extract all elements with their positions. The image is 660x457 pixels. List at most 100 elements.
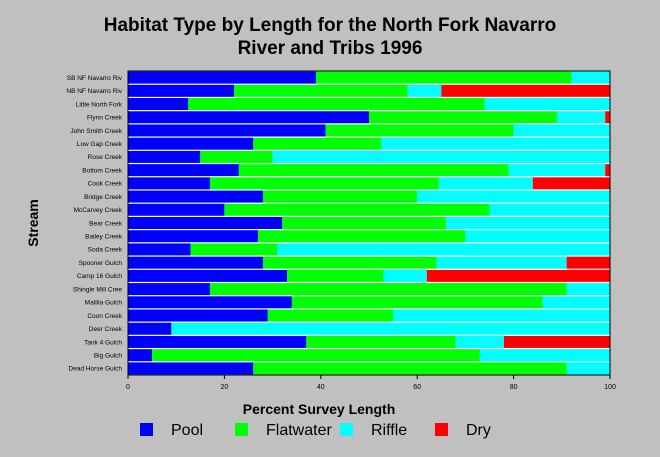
- bar-riffle: [489, 203, 610, 216]
- bar-pool: [128, 177, 210, 190]
- chart-title-line-1: Habitat Type by Length for the North For…: [103, 15, 557, 36]
- y-tick-label: Bear Creek: [89, 220, 123, 227]
- bar-flatwater: [267, 309, 394, 322]
- y-tick-label: Soda Creek: [88, 247, 123, 254]
- bar-riffle: [383, 269, 427, 282]
- y-tick-label: Bottom Creek: [82, 167, 122, 174]
- bar-riffle: [542, 296, 610, 309]
- bar-flatwater: [282, 216, 447, 230]
- bar-flatwater: [315, 71, 572, 84]
- bar-flatwater: [253, 137, 382, 150]
- bar-riffle: [407, 84, 442, 97]
- x-tick-label: 20: [221, 384, 229, 391]
- bar-flatwater: [291, 296, 543, 309]
- bar-pool: [128, 150, 201, 163]
- bar-pool: [128, 296, 292, 309]
- y-tick-label: Rose Creek: [88, 154, 123, 161]
- bar-flatwater: [262, 190, 418, 203]
- bar-flatwater: [238, 164, 509, 177]
- bar-flatwater: [306, 335, 456, 348]
- bar-riffle: [438, 177, 533, 190]
- bar-riffle: [479, 349, 610, 362]
- y-tick-label: Bailey Creek: [85, 234, 123, 241]
- y-tick-label: SB NF Navarro Riv: [67, 75, 123, 82]
- bar-riffle: [417, 190, 610, 203]
- legend-label: Dry: [466, 422, 491, 439]
- bar-pool: [128, 216, 283, 230]
- bar-dry: [426, 269, 610, 282]
- bar-pool: [128, 190, 263, 203]
- bar-pool: [128, 362, 254, 375]
- y-tick-label: Little North Fork: [76, 101, 123, 108]
- y-tick-label: Flynn Creek: [87, 115, 123, 122]
- bar-riffle: [436, 256, 567, 269]
- y-tick-label: Camp 16 Gulch: [77, 273, 123, 280]
- bar-pool: [128, 84, 235, 97]
- bar-flatwater: [253, 362, 567, 375]
- y-tick-label: Spooner Gulch: [79, 260, 123, 267]
- bar-flatwater: [234, 84, 408, 97]
- y-tick-label: McCarvey Creek: [74, 207, 123, 214]
- bar-pool: [128, 98, 189, 111]
- bar-flatwater: [200, 150, 273, 163]
- x-tick-label: 80: [510, 384, 518, 391]
- y-tick-label: Coon Creek: [87, 313, 122, 320]
- bar-dry: [532, 177, 610, 190]
- y-tick-label: Dead Horse Gulch: [69, 366, 123, 373]
- legend-swatch-pool: [140, 423, 153, 436]
- bar-riffle: [171, 322, 610, 335]
- chart-title-line-2: River and Tribs 1996: [237, 38, 423, 59]
- y-axis-label: Stream: [25, 199, 41, 246]
- legend-label: Pool: [171, 422, 204, 439]
- legend-swatch-dry: [435, 423, 448, 436]
- bar-pool: [128, 243, 191, 256]
- bar-pool: [128, 269, 288, 282]
- bar-riffle: [272, 150, 610, 163]
- bar-pool: [128, 256, 263, 269]
- bar-riffle: [508, 164, 606, 177]
- bar-pool: [128, 335, 307, 348]
- bar-pool: [128, 71, 316, 84]
- bar-flatwater: [152, 349, 480, 362]
- legend-item-dry: Dry: [435, 421, 491, 441]
- bar-pool: [128, 137, 254, 150]
- bar-riffle: [393, 309, 610, 322]
- plot-frame: [127, 70, 611, 376]
- chart-title: Habitat Type by Length for the North For…: [0, 14, 660, 60]
- y-tick-label: Mallila Gulch: [85, 300, 123, 307]
- bar-flatwater: [325, 124, 514, 137]
- bar-dry: [605, 111, 610, 124]
- legend-swatch-flatwater: [235, 423, 248, 436]
- bar-flatwater: [369, 111, 557, 124]
- bar-flatwater: [287, 269, 384, 282]
- bar-dry: [441, 84, 610, 97]
- bar-flatwater: [209, 283, 567, 296]
- bar-pool: [128, 322, 172, 335]
- bar-flatwater: [262, 256, 437, 269]
- bar-riffle: [277, 243, 610, 256]
- legend-item-flatwater: Flatwater: [235, 421, 332, 441]
- bar-pool: [128, 111, 369, 124]
- y-tick-label: Cook Creek: [88, 181, 123, 188]
- bar-flatwater: [190, 243, 278, 256]
- bar-dry: [605, 164, 610, 177]
- x-tick-label: 0: [126, 384, 130, 391]
- bar-pool: [128, 283, 210, 296]
- legend-item-pool: Pool: [140, 421, 203, 441]
- bar-riffle: [465, 230, 610, 243]
- bar-riffle: [381, 137, 610, 150]
- bar-dry: [503, 335, 610, 348]
- y-tick-label: Big Gulch: [94, 352, 123, 359]
- bar-pool: [128, 230, 259, 243]
- bar-dry: [566, 256, 610, 269]
- bar-riffle: [571, 71, 610, 84]
- x-axis-label: Percent Survey Length: [243, 401, 396, 417]
- bar-flatwater: [224, 203, 490, 216]
- x-tick-label: 40: [317, 384, 325, 391]
- bar-riffle: [455, 335, 504, 348]
- legend-label: Flatwater: [266, 422, 332, 439]
- x-tick-label: 60: [413, 384, 421, 391]
- bar-pool: [128, 309, 268, 322]
- y-tick-label: John Smith Creek: [70, 128, 122, 135]
- legend-swatch-riffle: [340, 423, 353, 436]
